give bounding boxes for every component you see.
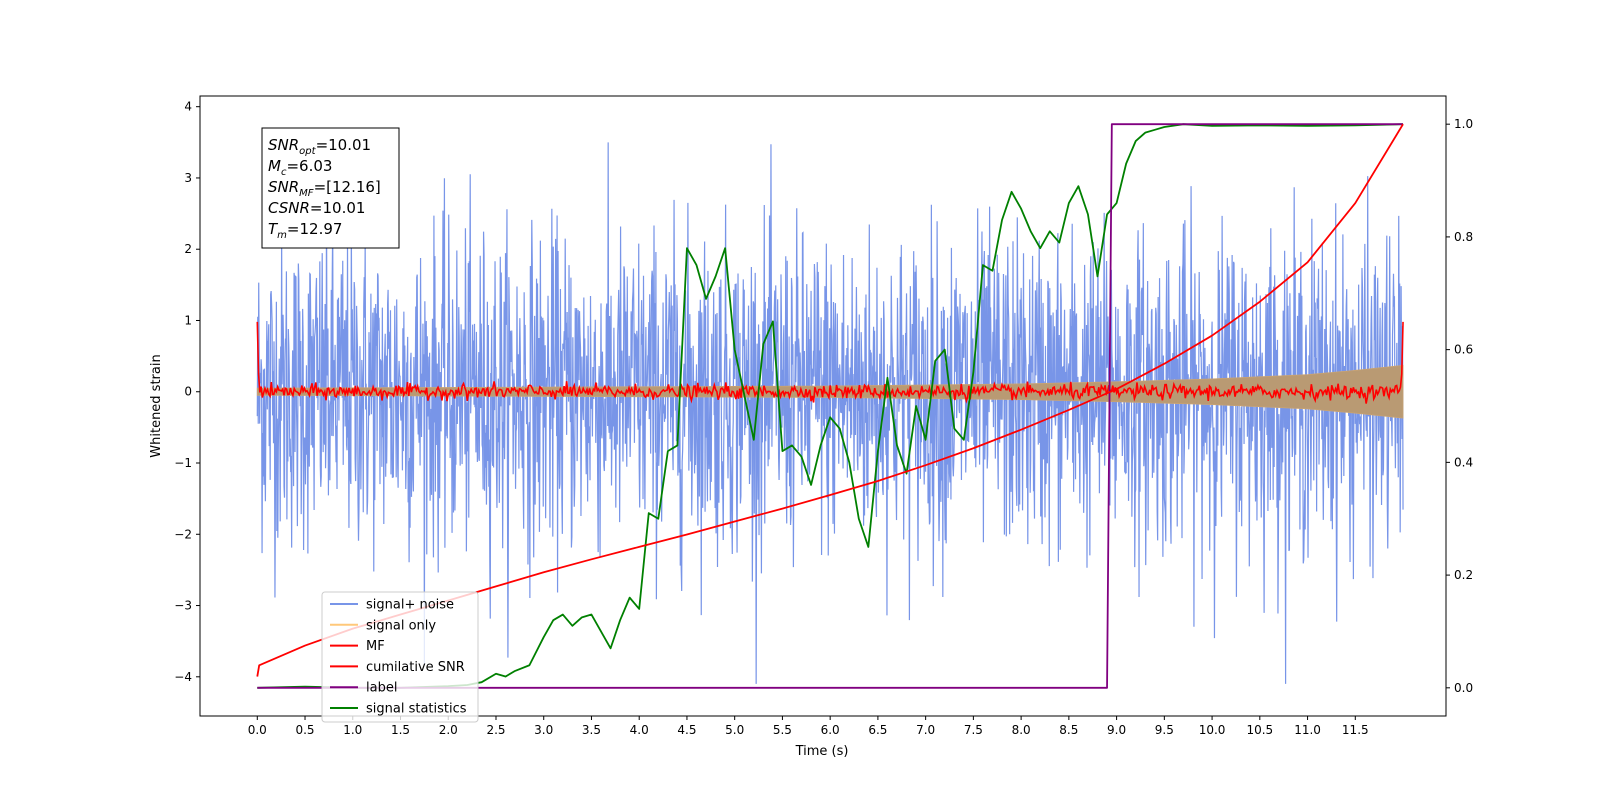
series-signal-statistics [257, 123, 1404, 689]
y-tick-label: 3 [184, 171, 192, 185]
x-tick-label: 3.5 [582, 723, 601, 737]
series-mf [256, 321, 1404, 404]
y-tick-label: −1 [174, 456, 192, 470]
x-tick-label: 9.5 [1155, 723, 1174, 737]
legend-entry: signal only [366, 618, 436, 633]
legend-entry: cumilative SNR [366, 660, 465, 675]
legend-frame [321, 591, 479, 723]
y-tick-label: 1 [184, 313, 192, 327]
legend-entry: MF [366, 639, 385, 654]
y2-tick-label: 0.2 [1454, 568, 1473, 582]
y2-tick-label: 0.6 [1454, 343, 1473, 357]
x-tick-label: 2.5 [486, 723, 505, 737]
annotation-line: Tm=12.97 [268, 220, 342, 241]
x-tick-label: 4.0 [630, 723, 649, 737]
x-tick-label: 0.0 [248, 723, 267, 737]
x-tick-label: 10.5 [1246, 723, 1273, 737]
y-tick-label: −2 [174, 527, 192, 541]
x-tick-label: 10.0 [1199, 723, 1226, 737]
x-tick-label: 7.5 [964, 723, 983, 737]
annotation-line: SNRMF=[12.16] [268, 178, 381, 199]
x-tick-label: 9.0 [1107, 723, 1126, 737]
x-tick-label: 7.0 [916, 723, 935, 737]
x-tick-label: 8.5 [1059, 723, 1078, 737]
y-tick-label: −3 [174, 599, 192, 613]
y-tick-label: 4 [184, 100, 192, 114]
y-axis-label: Whitened strain [149, 354, 164, 457]
series-label [257, 123, 1404, 689]
y2-tick-label: 0.0 [1454, 681, 1473, 695]
snr-annotation-box: SNRopt=10.01Mc=6.03SNRMF=[12.16]CSNR=10.… [261, 127, 400, 249]
y-tick-label: 2 [184, 242, 192, 256]
x-tick-label: 3.0 [534, 723, 553, 737]
annotation-line: SNRopt=10.01 [268, 136, 371, 157]
x-tick-label: 11.0 [1294, 723, 1321, 737]
annotation-line: CSNR=10.01 [268, 199, 365, 217]
legend-entry: signal statistics [366, 702, 467, 717]
x-tick-label: 6.5 [868, 723, 887, 737]
x-axis: 0.0 0.5 1.0 1.5 2.0 2.5 3.0 3.5 4.0 4.5 5.0 5.5 6.0 6… [248, 716, 1369, 737]
y-axis-right: 0.0 0.2 0.4 0.6 0.8 1.0 [1446, 117, 1473, 695]
y-tick-label: 0 [184, 385, 192, 399]
x-tick-label: 6.0 [821, 723, 840, 737]
x-axis-label: Time (s) [795, 744, 849, 759]
y2-tick-label: 0.8 [1454, 230, 1473, 244]
legend: signal+ noise signal only MF cumilative SNR… [321, 591, 479, 723]
x-tick-label: 1.0 [343, 723, 362, 737]
legend-entry: signal+ noise [366, 598, 454, 613]
x-tick-label: 1.5 [391, 723, 410, 737]
x-tick-label: 0.5 [295, 723, 314, 737]
y-axis-left: 4 3 2 1 0 −1 −2 −3 −4 [174, 100, 200, 684]
x-tick-label: 5.5 [773, 723, 792, 737]
annotation-line: Mc=6.03 [268, 157, 332, 178]
y2-tick-label: 0.4 [1454, 455, 1473, 469]
x-tick-label: 8.0 [1012, 723, 1031, 737]
x-tick-label: 5.0 [725, 723, 744, 737]
plot-frame [199, 95, 1447, 717]
y2-tick-label: 1.0 [1454, 117, 1473, 131]
annotation-frame [261, 127, 400, 249]
x-tick-label: 2.0 [439, 723, 458, 737]
x-tick-label: 4.5 [677, 723, 696, 737]
x-tick-label: 11.5 [1342, 723, 1369, 737]
y-tick-label: −4 [174, 670, 192, 684]
legend-entry: label [366, 681, 397, 696]
